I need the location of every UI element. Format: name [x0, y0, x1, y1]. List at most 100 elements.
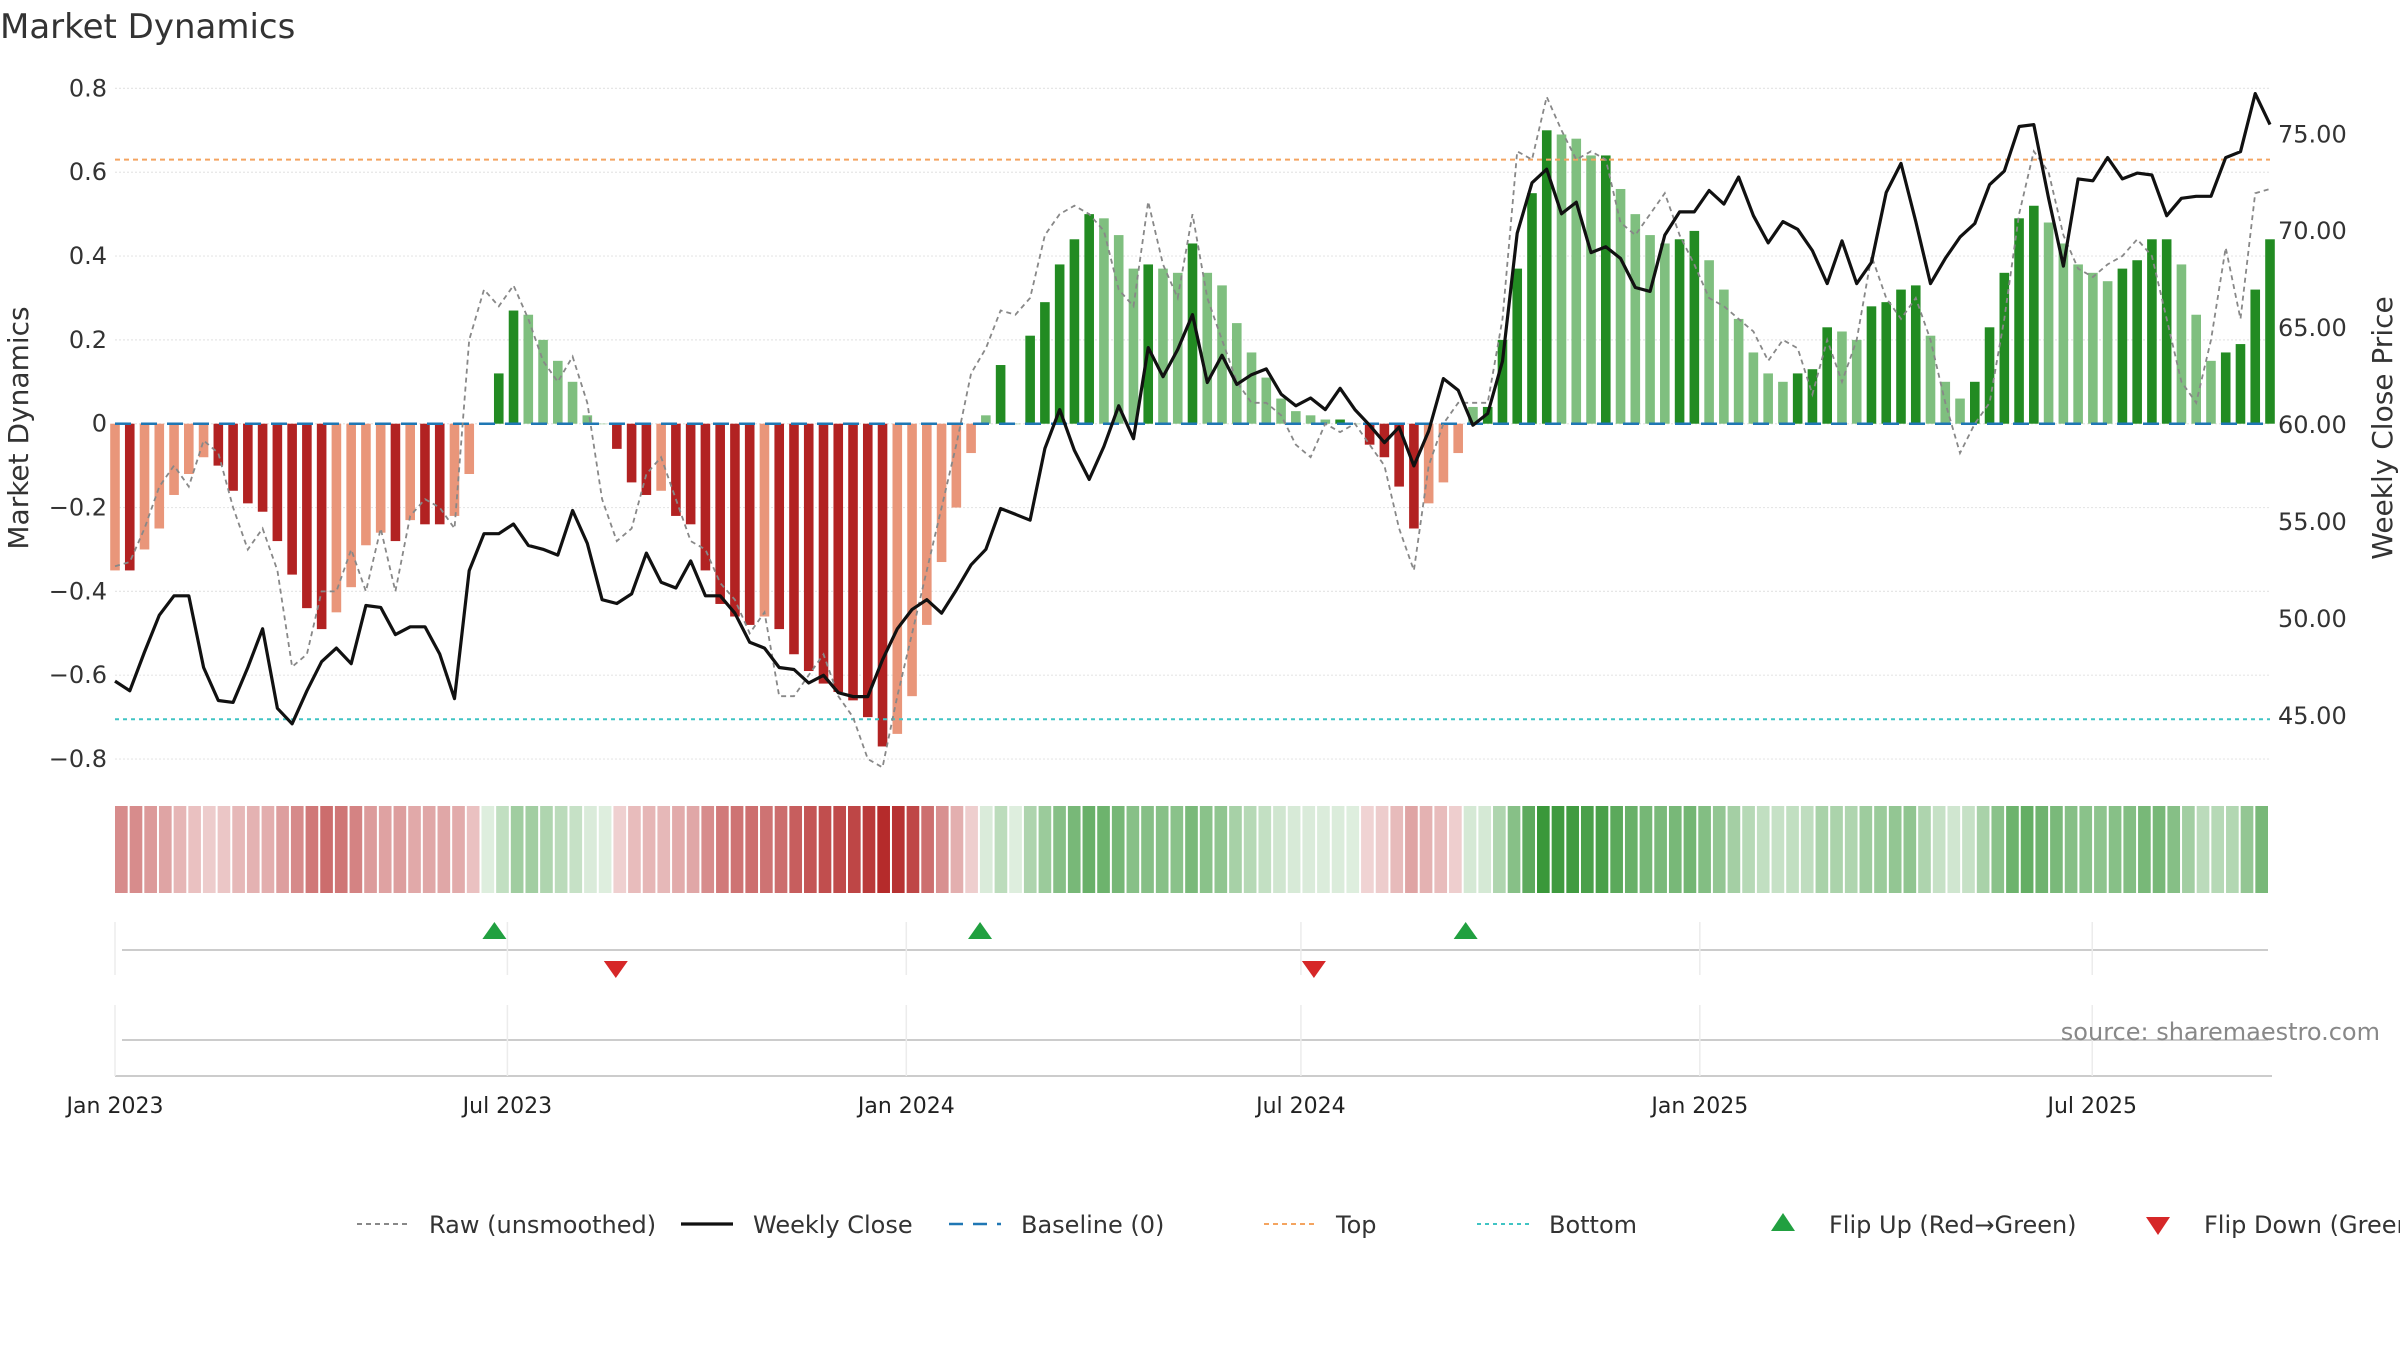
series-lines — [114, 91, 2272, 769]
regime-cell — [862, 806, 876, 893]
regime-cell — [261, 806, 275, 893]
dynamics-bar — [833, 423, 844, 692]
dynamics-bar — [2250, 289, 2261, 424]
weekly-close-line — [114, 91, 2272, 726]
regime-cell — [2211, 806, 2225, 893]
regime-cell — [173, 806, 187, 893]
regime-cell — [246, 806, 260, 893]
regime-cell — [1874, 806, 1887, 893]
dynamics-bar — [995, 365, 1006, 424]
regime-cell — [1243, 806, 1257, 893]
regime-cell — [2138, 806, 2151, 893]
dynamics-bar — [331, 423, 342, 613]
dynamics-bar — [1305, 415, 1316, 424]
regime-cell — [1111, 806, 1125, 893]
dynamics-bar — [464, 423, 475, 475]
regime-cell — [1390, 806, 1404, 893]
dynamics-bar — [1541, 130, 1552, 424]
dynamics-bar — [2117, 268, 2128, 424]
regime-cell — [1580, 806, 1594, 893]
y2-tick-label: 55.00 — [2278, 508, 2347, 536]
regime-cell — [1375, 806, 1389, 893]
regime-cell — [2079, 806, 2093, 893]
regime-cell — [1903, 806, 1917, 893]
regime-cell — [2226, 806, 2239, 893]
regime-cell — [1566, 806, 1579, 893]
regime-cell — [2020, 806, 2034, 893]
regime-cell — [1155, 806, 1169, 893]
dynamics-bar — [2161, 239, 2172, 424]
regime-cell — [188, 806, 201, 893]
dynamics-bar — [434, 423, 445, 525]
regime-cell — [818, 806, 832, 893]
regime-cell — [2050, 806, 2063, 893]
dynamics-bar — [1335, 419, 1345, 424]
regime-cell — [935, 806, 949, 893]
regime-cell — [657, 806, 671, 893]
dynamics-bar — [641, 423, 652, 495]
dynamics-bar — [1925, 335, 1936, 424]
regime-cell — [672, 806, 685, 893]
dynamics-bar — [361, 423, 371, 546]
flip-up-marker — [968, 922, 993, 939]
regime-cell — [2035, 806, 2049, 893]
dynamics-bar — [789, 423, 799, 655]
legend-label-raw: Raw (unsmoothed) — [429, 1211, 656, 1239]
regime-cell — [1009, 806, 1022, 893]
dynamics-bar — [1955, 398, 1965, 424]
dynamics-bar — [1851, 339, 1862, 424]
y2-tick-label: 45.00 — [2278, 702, 2347, 730]
dynamics-bar — [1704, 260, 1714, 424]
dynamics-bar — [922, 423, 932, 625]
regime-cell — [2123, 806, 2137, 893]
dynamics-bar — [936, 423, 947, 563]
legend-flip-up-swatch — [1771, 1213, 1795, 1231]
flip-markers — [114, 922, 2268, 978]
dynamics-bar — [1719, 289, 1729, 424]
regime-cell — [613, 806, 627, 893]
dynamics-bar — [2102, 281, 2113, 424]
dynamics-bar — [1438, 423, 1449, 483]
regime-strip — [115, 806, 2268, 893]
dynamics-bar — [1615, 188, 1626, 424]
x-tick-label: Jul 2025 — [2045, 1094, 2137, 1119]
regime-cell — [1962, 806, 1975, 893]
regime-cell — [144, 806, 157, 893]
dynamics-bar — [553, 360, 563, 424]
dynamics-bar — [139, 423, 150, 550]
regime-cell — [745, 806, 759, 893]
regime-cell — [1038, 806, 1052, 893]
regime-cell — [921, 806, 934, 893]
dynamics-bar — [1527, 193, 1537, 424]
dynamics-bar — [1969, 381, 1980, 424]
regime-cell — [906, 806, 920, 893]
regime-cell — [2152, 806, 2166, 893]
dynamics-bar — [124, 423, 135, 571]
regime-cell — [1185, 806, 1198, 893]
regime-cell — [1698, 806, 1711, 893]
regime-cell — [1830, 806, 1843, 893]
dynamics-bar — [1896, 289, 1906, 424]
regime-cell — [1302, 806, 1316, 893]
regime-cell — [1800, 806, 1814, 893]
regime-cell — [701, 806, 715, 893]
dynamics-bar — [1910, 285, 1921, 424]
dynamics-bar — [1054, 264, 1065, 424]
flip-up-marker — [1453, 922, 1478, 939]
regime-cell — [276, 806, 289, 893]
dynamics-bar — [803, 423, 814, 672]
dynamics-bar — [848, 423, 858, 701]
y-tick-label: −0.2 — [49, 494, 107, 522]
regime-cell — [891, 806, 905, 893]
dynamics-bar — [1674, 239, 1685, 424]
dynamics-bar — [1571, 138, 1582, 424]
y2-tick-label: 70.00 — [2278, 217, 2347, 245]
flip-down-marker — [1301, 961, 1326, 978]
dynamics-bar — [1202, 272, 1213, 424]
dynamics-bar — [1158, 268, 1168, 424]
y-tick-label: −0.4 — [49, 577, 107, 605]
dynamics-bar — [1792, 373, 1803, 424]
dynamics-bar — [1231, 323, 1242, 424]
dynamics-bar — [567, 381, 578, 424]
regime-cell — [1229, 806, 1242, 893]
